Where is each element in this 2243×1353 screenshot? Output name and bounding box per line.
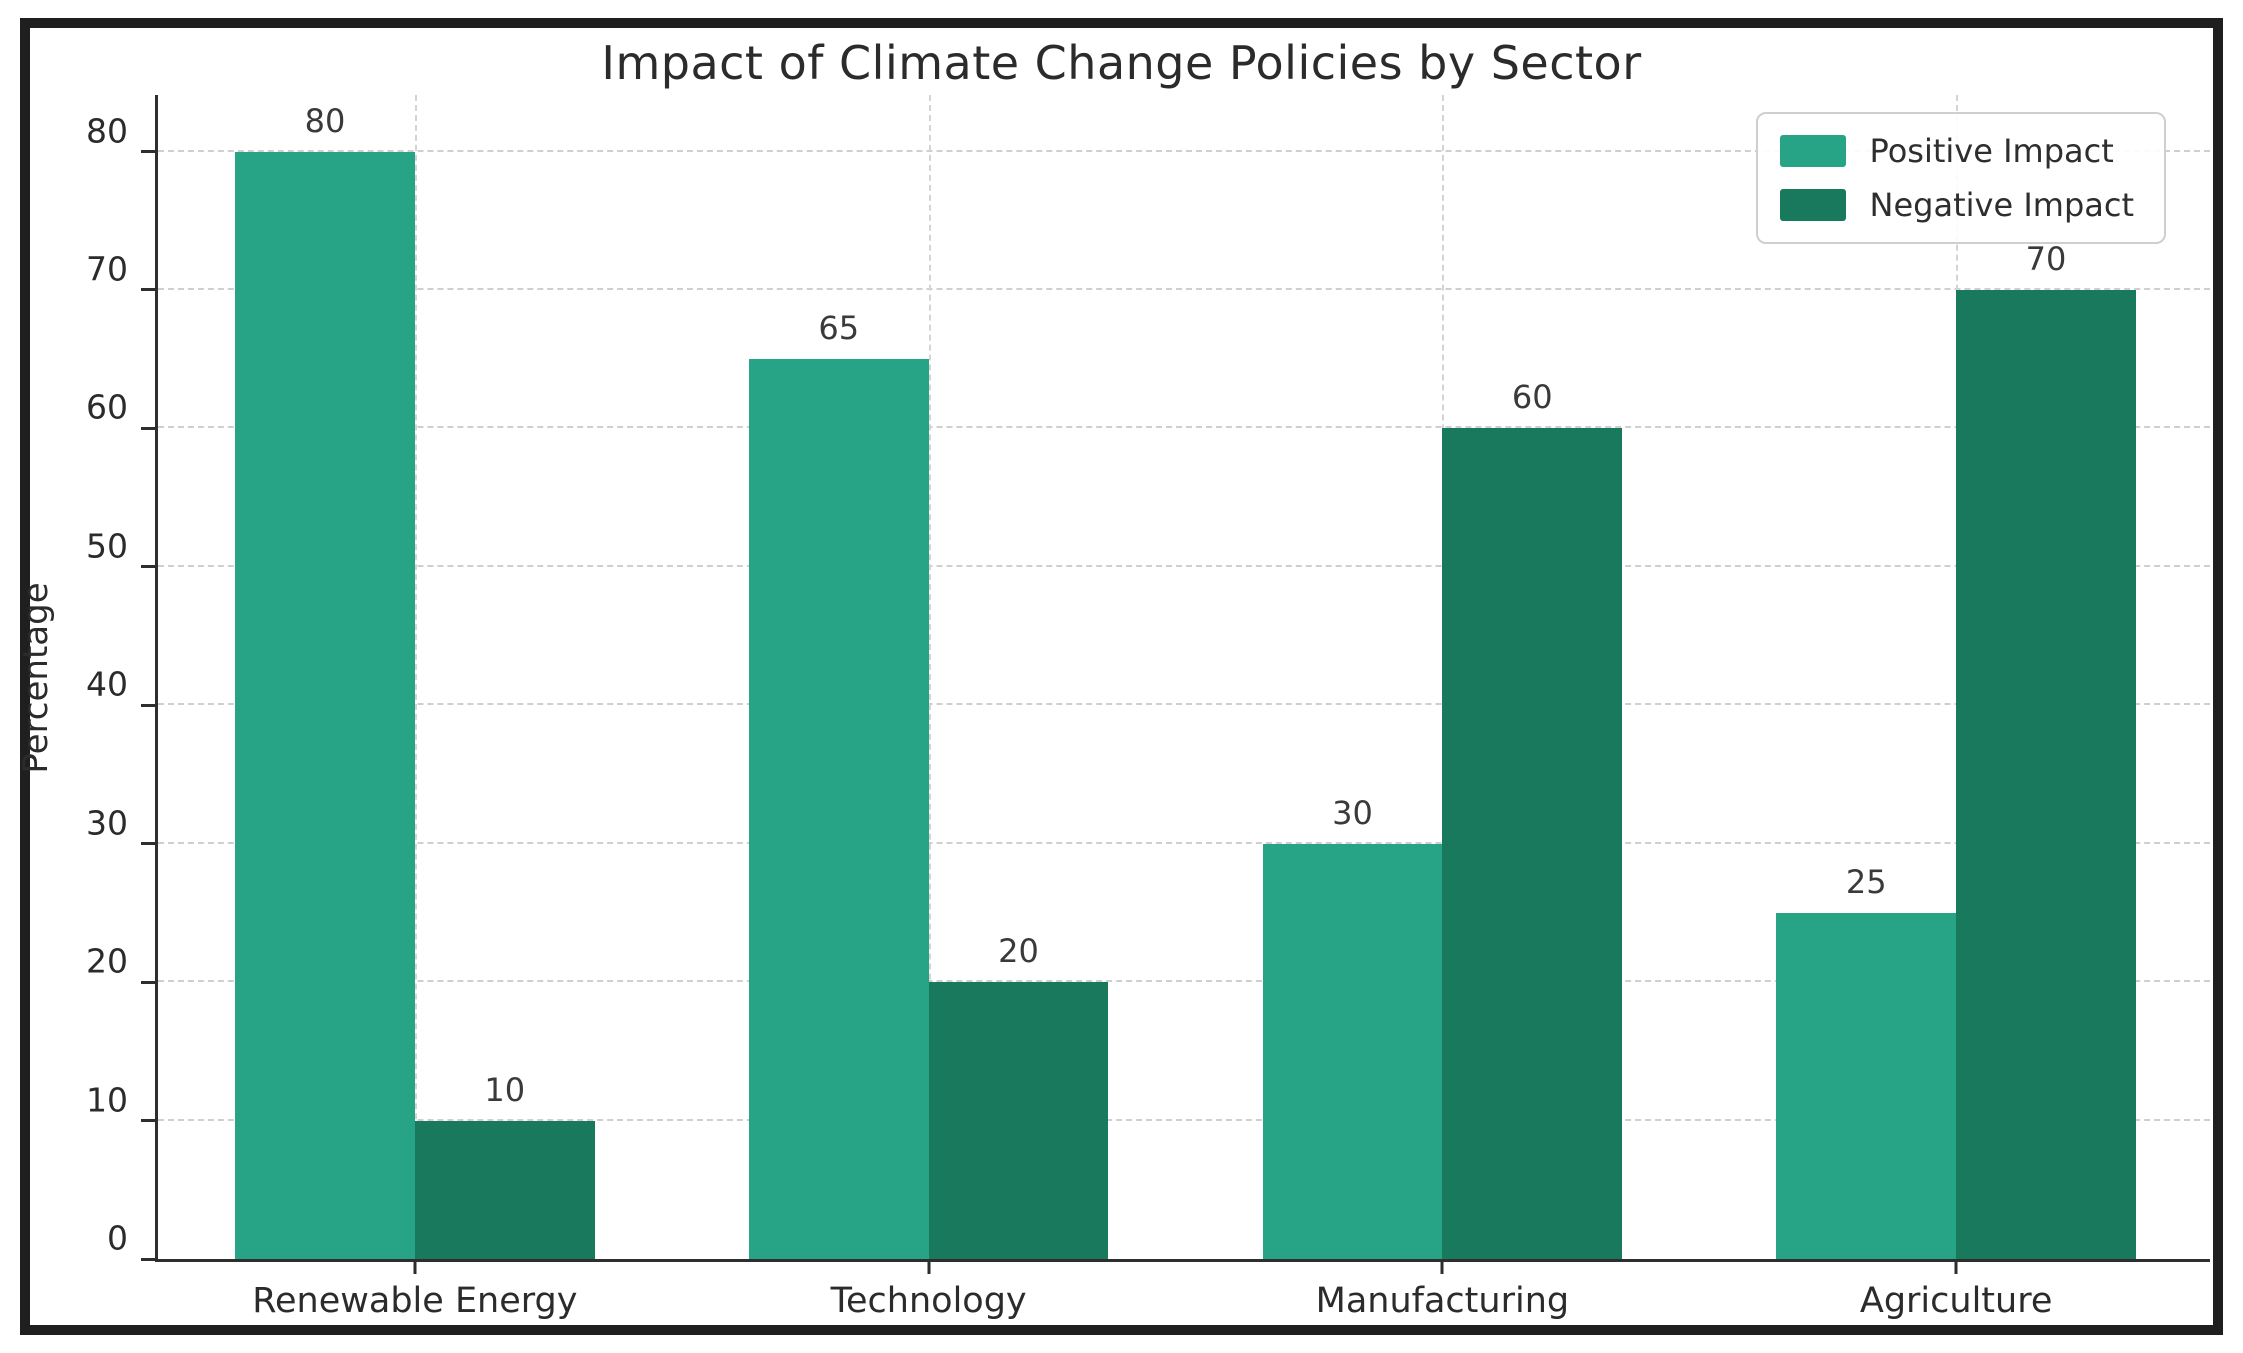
y-tick-mark-80	[141, 150, 155, 154]
y-tick-label-20: 20	[86, 941, 128, 981]
y-tick-label-70: 70	[86, 249, 128, 289]
bar-value-label: 30	[1332, 793, 1373, 832]
bar-value-label: 65	[818, 309, 860, 348]
y-tick-label-10: 10	[86, 1080, 128, 1120]
y-tick-label-60: 60	[86, 387, 128, 427]
legend-item-positive-impact: Positive Impact	[1779, 132, 2134, 170]
bar-value-label: 25	[1845, 862, 1887, 901]
y-tick-mark-10	[141, 1119, 155, 1123]
x-tick-mark-0	[413, 1262, 417, 1274]
x-category-label: Renewable Energy	[252, 1281, 578, 1321]
bar-value-label: 80	[304, 101, 346, 140]
x-category-label: Agriculture	[1859, 1281, 2053, 1321]
h-gridline-40	[158, 703, 2210, 706]
y-tick-label-80: 80	[86, 111, 128, 151]
bar-positive-impact-0	[235, 151, 415, 1259]
y-tick-label-40: 40	[86, 664, 128, 704]
y-tick-mark-50	[141, 565, 155, 569]
v-gridline-0	[414, 95, 417, 1259]
plot-area: 0 10 20 30 40 50 60 70 80 Renewable Energy 80 10 Tec…	[86, 95, 2210, 1321]
y-tick-label-50: 50	[86, 526, 128, 566]
y-tick-label-0: 0	[107, 1218, 128, 1258]
v-gridline-1	[928, 95, 931, 1259]
chart-title: Impact of Climate Change Policies by Sec…	[601, 36, 1642, 90]
x-category-label: Manufacturing	[1315, 1281, 1570, 1321]
h-gridline-80	[158, 149, 2210, 152]
bar-value-label: 10	[484, 1070, 526, 1109]
h-gridline-10	[158, 1118, 2210, 1121]
h-gridline-60	[158, 426, 2210, 429]
h-gridline-30	[158, 841, 2210, 844]
legend-label: Positive Impact	[1869, 132, 2114, 170]
legend-swatch-icon	[1779, 135, 1846, 167]
y-tick-mark-40	[141, 703, 155, 707]
bar-value-label: 20	[998, 932, 1039, 971]
legend-label: Negative Impact	[1869, 186, 2134, 224]
y-tick-mark-30	[141, 842, 155, 846]
y-tick-mark-70	[141, 288, 155, 292]
x-category-label: Technology	[830, 1281, 1027, 1321]
y-tick-mark-60	[141, 426, 155, 430]
bar-negative-impact-2	[1442, 428, 1623, 1259]
x-tick-mark-3	[1954, 1262, 1958, 1274]
legend-item-negative-impact: Negative Impact	[1779, 186, 2134, 224]
y-tick-mark-20	[141, 980, 155, 984]
bar-value-label: 70	[2025, 239, 2067, 278]
legend-swatch-icon	[1779, 189, 1846, 221]
bar-negative-impact-0	[414, 1120, 595, 1259]
x-tick-mark-2	[1440, 1262, 1444, 1274]
bar-negative-impact-1	[928, 982, 1109, 1259]
bar-positive-impact-1	[748, 359, 929, 1259]
bar-positive-impact-3	[1776, 912, 1957, 1259]
bar-negative-impact-3	[1956, 289, 2136, 1259]
bar-value-label: 60	[1511, 378, 1553, 417]
x-tick-mark-1	[927, 1262, 931, 1274]
y-tick-label-30: 30	[86, 803, 128, 843]
h-gridline-50	[158, 564, 2210, 567]
legend: Positive Impact Negative Impact	[1755, 112, 2166, 244]
y-tick-mark-0	[141, 1257, 155, 1261]
bar-positive-impact-2	[1262, 843, 1443, 1259]
h-gridline-20	[158, 980, 2210, 983]
h-gridline-70	[158, 287, 2210, 290]
